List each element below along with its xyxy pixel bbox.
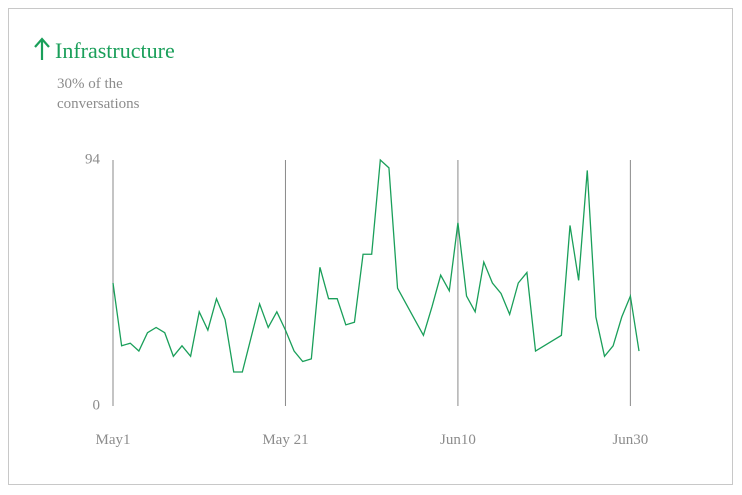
x-tick-label: May 21 — [262, 432, 308, 448]
x-tick-label: Jun30 — [612, 432, 648, 448]
y-tick-label: 94 — [85, 151, 101, 167]
y-tick-label: 0 — [93, 397, 101, 413]
x-tick-label: May1 — [96, 432, 131, 448]
chart-subtitle: 30% of the conversations — [57, 76, 140, 112]
data-line — [112, 158, 640, 373]
card — [8, 8, 733, 485]
chart-title: Infrastructure — [55, 38, 175, 63]
x-tick-label: Jun10 — [440, 432, 476, 448]
up-arrow-icon — [34, 37, 50, 60]
